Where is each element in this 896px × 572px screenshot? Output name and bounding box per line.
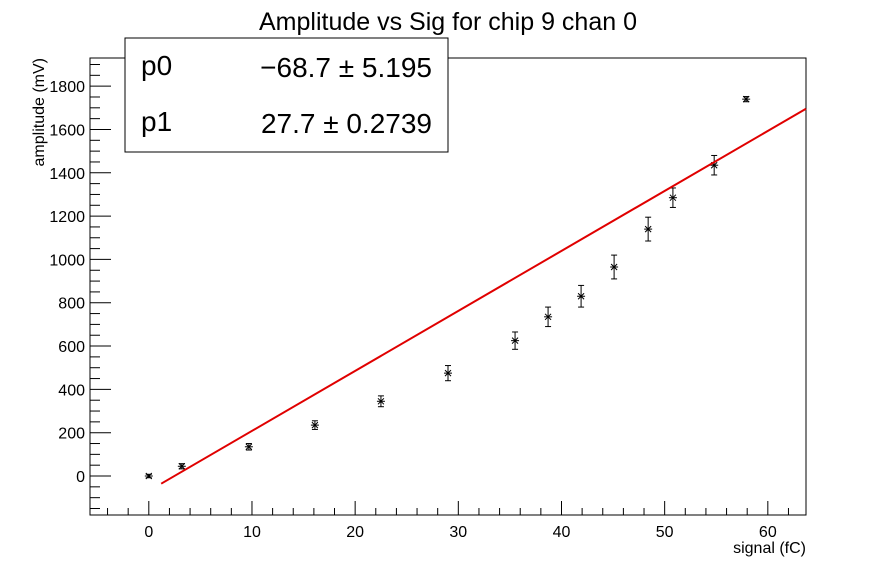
chart-title: Amplitude vs Sig for chip 9 chan 0 bbox=[259, 8, 637, 36]
data-point bbox=[244, 443, 253, 451]
data-point bbox=[668, 187, 677, 208]
y-tick-label: 0 bbox=[76, 469, 85, 486]
x-axis-ticks: 0 10 20 30 40 50 60 bbox=[107, 501, 789, 541]
data-point bbox=[511, 331, 520, 350]
y-tick-label: 800 bbox=[58, 296, 85, 313]
stats-p0-value: −68.7 ± 5.195 bbox=[260, 52, 432, 83]
y-tick-label: 200 bbox=[58, 426, 85, 443]
y-axis-ticks: 0 200 400 600 800 1000 1200 1400 1600 1800 bbox=[49, 63, 111, 510]
x-tick-label: 30 bbox=[449, 524, 467, 541]
x-axis-label: signal (fC) bbox=[733, 540, 806, 557]
x-tick-label: 40 bbox=[553, 524, 571, 541]
data-point bbox=[644, 216, 653, 242]
x-tick-label: 20 bbox=[346, 524, 364, 541]
y-tick-label: 400 bbox=[58, 382, 85, 399]
data-point bbox=[577, 284, 586, 308]
stats-p0-name: p0 bbox=[141, 50, 172, 81]
x-tick-label: 0 bbox=[144, 524, 153, 541]
y-tick-label: 1800 bbox=[49, 79, 85, 96]
y-tick-label: 1200 bbox=[49, 209, 85, 226]
fit-line bbox=[160, 107, 807, 485]
data-point bbox=[144, 472, 153, 480]
data-point bbox=[710, 154, 719, 176]
data-point bbox=[544, 306, 553, 328]
x-tick-label: 60 bbox=[759, 524, 777, 541]
data-point bbox=[444, 365, 452, 382]
stats-p1-value: 27.7 ± 0.2739 bbox=[261, 108, 432, 139]
stats-box: p0 −68.7 ± 5.195 p1 27.7 ± 0.2739 bbox=[124, 37, 449, 153]
stats-box-frame bbox=[124, 37, 449, 153]
y-tick-label: 1000 bbox=[49, 252, 85, 269]
x-tick-label: 10 bbox=[243, 524, 261, 541]
y-tick-label: 1600 bbox=[49, 122, 85, 139]
data-point bbox=[376, 395, 385, 408]
y-axis-label: amplitude (mV) bbox=[31, 58, 48, 166]
data-point bbox=[610, 254, 619, 280]
y-tick-label: 1400 bbox=[49, 166, 85, 183]
x-tick-label: 50 bbox=[656, 524, 674, 541]
data-series bbox=[144, 95, 751, 480]
stats-p1-name: p1 bbox=[141, 106, 172, 137]
data-point bbox=[177, 462, 186, 470]
data-point bbox=[742, 95, 751, 103]
data-point bbox=[310, 420, 319, 430]
y-tick-label: 600 bbox=[58, 339, 85, 356]
